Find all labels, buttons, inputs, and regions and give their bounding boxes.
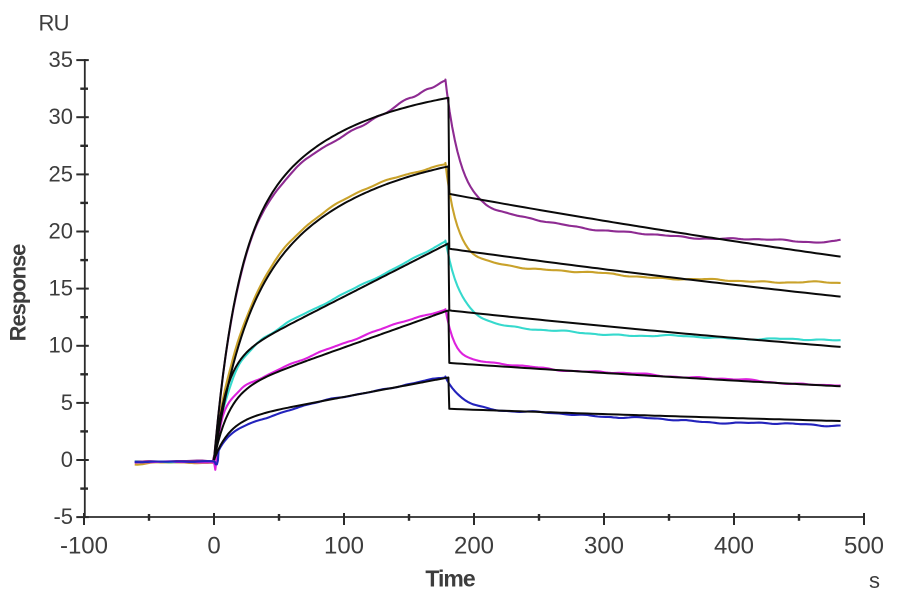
svg-text:100: 100 [324, 533, 364, 560]
svg-text:35: 35 [49, 47, 73, 72]
svg-text:RU: RU [39, 11, 69, 36]
svg-text:5: 5 [61, 390, 73, 415]
svg-text:Time: Time [425, 566, 474, 592]
svg-text:15: 15 [49, 276, 73, 301]
svg-text:200: 200 [454, 533, 494, 560]
svg-text:300: 300 [584, 533, 624, 560]
svg-text:s: s [869, 568, 880, 593]
svg-text:500: 500 [844, 533, 884, 560]
svg-text:400: 400 [714, 533, 754, 560]
svg-text:0: 0 [207, 533, 220, 560]
svg-text:25: 25 [49, 161, 73, 186]
svg-text:0: 0 [61, 447, 73, 472]
svg-text:-100: -100 [60, 533, 108, 560]
svg-text:20: 20 [49, 218, 73, 243]
svg-text:30: 30 [49, 104, 73, 129]
svg-text:-5: -5 [53, 504, 73, 529]
svg-text:Response: Response [6, 244, 31, 342]
svg-text:10: 10 [49, 333, 73, 358]
